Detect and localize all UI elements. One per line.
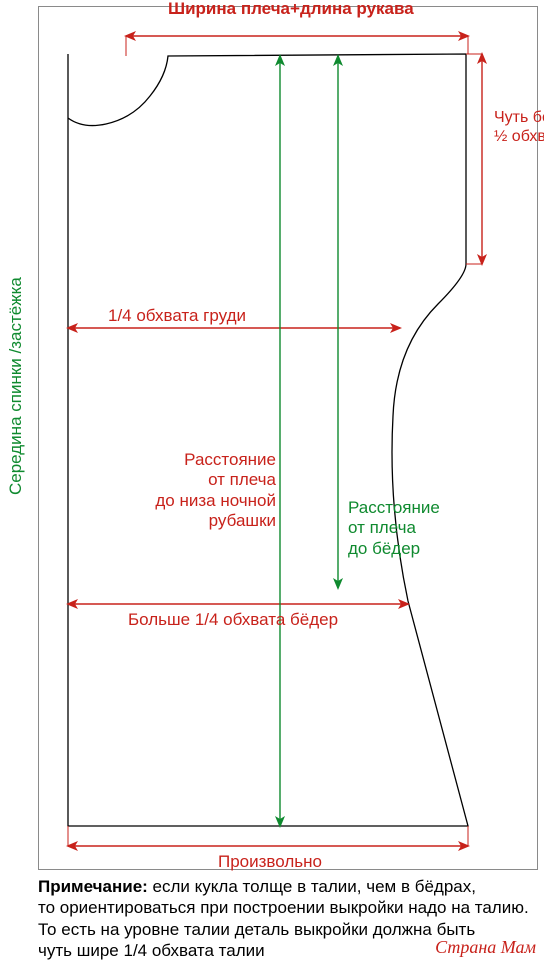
- label-length-hip: Расстояние от плеча до бёдер: [348, 498, 440, 559]
- label-hips: Больше 1/4 обхвата бёдер: [128, 610, 338, 630]
- label-length-full: Расстояние от плеча до низа ночной рубаш…: [148, 450, 276, 532]
- diagram-svg: [38, 6, 538, 870]
- pattern-outline: [68, 54, 468, 826]
- label-chest: 1/4 обхвата груди: [108, 306, 246, 326]
- label-sleeve-height: Чуть больше ½ обхвата руки: [494, 108, 544, 146]
- watermark: Страна Мам: [435, 937, 536, 958]
- sewing-pattern-diagram: { "frame": { "border_color": "#8a8a8a", …: [0, 0, 544, 962]
- label-shoulder-sleeve: Ширина плеча+длина рукава: [168, 0, 414, 19]
- label-bottom: Произвольно: [218, 852, 322, 872]
- note-bold: Примечание:: [38, 877, 148, 896]
- label-center-back: Середина спинки /застёжка: [6, 277, 26, 495]
